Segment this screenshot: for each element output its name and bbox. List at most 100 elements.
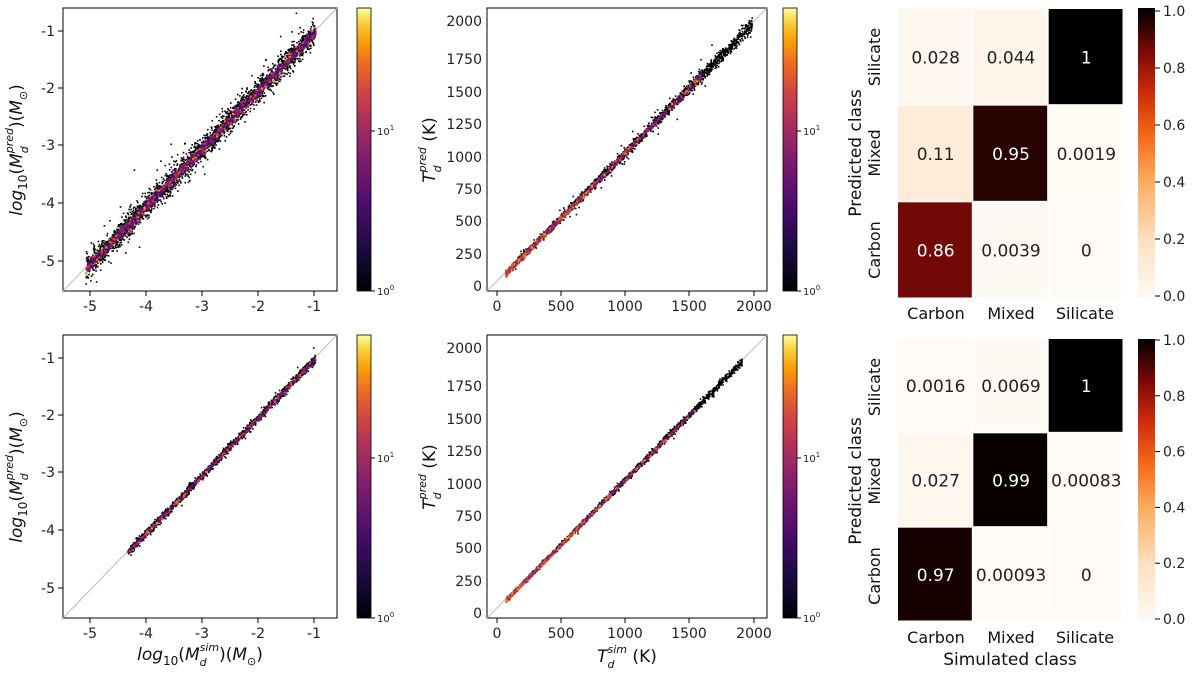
data-point xyxy=(129,216,132,219)
data-point xyxy=(127,241,130,243)
data-point xyxy=(293,46,296,48)
density-core-point xyxy=(98,252,100,255)
density-core-point xyxy=(203,144,206,147)
data-point xyxy=(737,41,740,44)
data-point xyxy=(160,200,162,203)
density-core-point xyxy=(100,247,103,250)
data-point xyxy=(241,92,243,94)
density-core-point xyxy=(102,250,105,253)
density-core-point xyxy=(136,211,139,214)
density-core-point xyxy=(162,189,165,192)
data-point xyxy=(147,196,149,199)
data-point xyxy=(632,139,635,141)
data-point xyxy=(213,146,216,148)
data-point xyxy=(182,151,185,154)
data-point xyxy=(702,77,704,80)
density-core-point xyxy=(98,255,101,258)
data-point xyxy=(134,208,137,211)
density-core-point xyxy=(102,249,105,252)
data-point xyxy=(257,100,260,102)
data-point xyxy=(149,210,152,213)
data-point xyxy=(214,142,216,145)
data-point xyxy=(178,178,181,181)
data-point xyxy=(263,95,265,97)
data-point xyxy=(85,283,87,285)
data-point xyxy=(144,214,146,217)
data-point xyxy=(293,64,296,67)
data-point xyxy=(243,113,246,116)
data-point xyxy=(218,119,220,122)
density-core-point xyxy=(226,123,229,126)
density-core-point xyxy=(257,86,260,89)
data-point xyxy=(208,149,210,152)
density-core-point xyxy=(119,233,122,235)
data-point xyxy=(254,84,256,87)
density-core-point xyxy=(135,220,138,223)
data-point xyxy=(151,192,154,195)
data-point xyxy=(273,65,275,68)
density-core-point xyxy=(278,69,281,72)
density-core-point xyxy=(204,151,207,154)
density-core-point xyxy=(314,28,317,31)
data-point xyxy=(285,51,287,53)
data-point xyxy=(215,140,217,143)
data-point xyxy=(189,173,192,176)
density-core-point xyxy=(121,224,123,227)
density-core-point xyxy=(165,187,168,190)
density-core-point xyxy=(152,196,155,199)
density-core-point xyxy=(85,265,88,268)
data-point xyxy=(286,52,289,54)
data-point xyxy=(225,136,228,138)
density-core-point xyxy=(255,98,258,101)
data-point xyxy=(666,107,668,110)
data-point xyxy=(221,134,223,137)
density-core-point xyxy=(236,115,239,118)
data-point xyxy=(148,194,151,197)
density-core-point xyxy=(160,195,163,198)
data-point xyxy=(245,96,248,99)
data-point xyxy=(185,153,188,155)
data-point xyxy=(233,107,235,110)
data-point xyxy=(192,164,195,167)
density-core-point xyxy=(190,161,193,164)
data-point xyxy=(131,212,133,215)
density-core-point xyxy=(204,140,207,143)
density-core-point xyxy=(245,103,247,105)
data-point xyxy=(697,82,700,85)
density-core-point xyxy=(187,163,189,166)
data-point xyxy=(116,250,118,252)
data-point xyxy=(260,79,263,82)
data-point xyxy=(235,104,238,107)
colorbar-gradient xyxy=(356,7,372,292)
data-point xyxy=(115,246,117,249)
data-point xyxy=(88,261,91,263)
data-point xyxy=(284,72,287,75)
data-point xyxy=(147,195,150,197)
data-point xyxy=(141,207,143,209)
data-point xyxy=(228,112,230,115)
density-core-point xyxy=(182,172,185,175)
data-point xyxy=(229,112,232,115)
density-core-point xyxy=(226,119,229,122)
density-core-point xyxy=(140,208,143,211)
data-point xyxy=(173,160,175,163)
data-point xyxy=(161,193,164,196)
data-point xyxy=(215,116,218,118)
data-point xyxy=(302,29,305,31)
data-point xyxy=(195,164,198,166)
density-core-point xyxy=(217,128,219,131)
data-point xyxy=(98,258,101,261)
data-point xyxy=(301,53,304,55)
data-point xyxy=(710,60,712,62)
density-core-point xyxy=(216,125,219,128)
data-point xyxy=(223,115,225,118)
data-point xyxy=(86,275,88,278)
data-point xyxy=(135,223,137,226)
data-point xyxy=(176,164,178,166)
data-point xyxy=(179,165,181,168)
data-point xyxy=(101,260,104,263)
density-core-point xyxy=(313,32,316,35)
density-core-point xyxy=(150,202,153,205)
density-core-point xyxy=(225,128,228,130)
density-core-point xyxy=(268,80,271,83)
